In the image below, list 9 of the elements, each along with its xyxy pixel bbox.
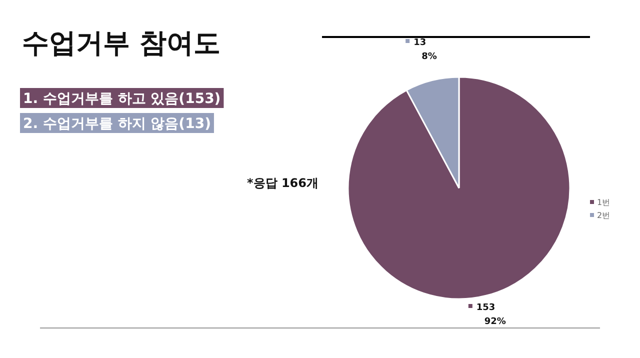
text: 수업거부 참여도 <box>22 28 220 59</box>
data-label: 153 92% <box>476 303 506 327</box>
text: 2. 수업거부를 하지 않음(13) <box>23 116 211 132</box>
data-label: 13 8% <box>414 38 437 62</box>
legend-label: 2번 <box>597 211 610 220</box>
legend-label: 1번 <box>597 198 610 207</box>
text: 1. 수업거부를 하고 있음(153) <box>23 91 221 107</box>
pie-slice <box>347 76 571 300</box>
text: *응답 166개 <box>247 176 319 190</box>
